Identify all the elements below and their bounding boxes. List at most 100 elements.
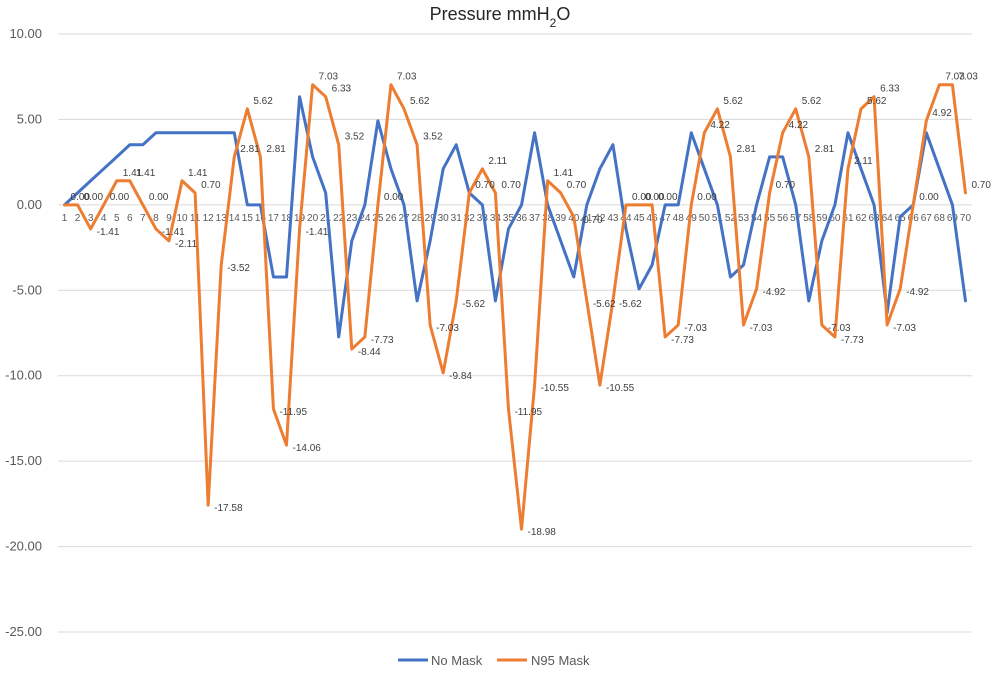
y-tick-label: 0.00: [17, 197, 42, 212]
data-label: 4.22: [710, 120, 730, 131]
data-label: -7.03: [750, 323, 773, 334]
x-tick-label: 24: [359, 213, 371, 224]
x-tick-label: 29: [425, 213, 437, 224]
data-label: 2.81: [240, 144, 260, 155]
data-label: 0.00: [384, 192, 404, 203]
x-tick-label: 36: [516, 213, 528, 224]
data-label: 0.00: [658, 192, 678, 203]
data-label: -4.92: [906, 287, 929, 298]
data-label: 3.52: [345, 132, 365, 143]
data-label: 2.11: [488, 156, 507, 167]
data-label: 4.92: [932, 108, 952, 119]
data-label: 0.00: [84, 192, 104, 203]
legend-label-n95-mask: N95 Mask: [531, 653, 590, 668]
x-tick-label: 42: [594, 213, 606, 224]
data-label: -0.70: [580, 215, 603, 226]
x-tick-label: 39: [555, 213, 567, 224]
x-tick-label: 27: [398, 213, 410, 224]
x-tick-label: 56: [777, 213, 789, 224]
series-line-n95-mask: [63, 83, 967, 531]
data-label: 2.81: [815, 144, 835, 155]
x-tick-label: 38: [542, 213, 554, 224]
x-tick-label: 64: [882, 213, 894, 224]
data-label: -11.95: [279, 407, 307, 418]
data-label: -10.55: [541, 383, 570, 394]
data-label: 7.03: [958, 72, 978, 83]
x-tick-label: 4: [101, 213, 107, 224]
x-tick-label: 2: [75, 213, 81, 224]
x-tick-label: 35: [503, 213, 515, 224]
data-label: 0.00: [697, 192, 717, 203]
data-label: 1.41: [188, 168, 208, 179]
data-label: -11.95: [514, 407, 542, 418]
data-label: -5.62: [593, 299, 616, 310]
data-label: 5.62: [867, 96, 887, 107]
data-label: 3.52: [423, 132, 443, 143]
x-tick-label: 69: [947, 213, 959, 224]
data-label: -2.11: [175, 239, 197, 250]
x-tick-label: 7: [140, 213, 146, 224]
data-label: -5.62: [462, 299, 485, 310]
x-tick-label: 41: [581, 213, 593, 224]
chart-title-main: Pressure mmH: [430, 4, 550, 24]
data-label: 1.41: [123, 168, 143, 179]
data-label: 7.03: [945, 72, 965, 83]
data-label: -1.41: [306, 227, 329, 238]
series-line-no-mask: [63, 95, 967, 339]
x-tick-label: 33: [477, 213, 489, 224]
data-label: -14.06: [293, 443, 322, 454]
data-label: 5.62: [253, 96, 273, 107]
data-labels: 0.000.00-1.410.001.411.410.00-1.41-2.111…: [71, 72, 992, 538]
legend-label-no-mask: No Mask: [431, 653, 483, 668]
data-label: 0.00: [149, 192, 169, 203]
x-tick-label: 1: [62, 213, 68, 224]
data-label: -4.92: [763, 287, 786, 298]
x-tick-label: 55: [764, 213, 776, 224]
x-tick-label: 52: [725, 213, 737, 224]
data-label: -8.44: [358, 347, 381, 358]
y-tick-label: -25.00: [5, 624, 42, 639]
data-label: -7.73: [671, 335, 694, 346]
data-label: 6.33: [332, 84, 352, 95]
data-label: -10.55: [606, 383, 635, 394]
x-tick-label: 26: [385, 213, 397, 224]
data-label: -1.41: [162, 227, 185, 238]
x-tick-label: 68: [934, 213, 946, 224]
x-tick-label: 25: [372, 213, 384, 224]
data-label: -7.73: [371, 335, 394, 346]
data-label: 0.70: [971, 180, 991, 191]
data-label: 0.00: [632, 192, 652, 203]
data-label: -1.41: [97, 227, 120, 238]
data-label: 0.00: [110, 192, 130, 203]
x-tick-label: 49: [686, 213, 698, 224]
chart-title-end: O: [556, 4, 570, 24]
data-label: 5.62: [723, 96, 743, 107]
data-label: -7.03: [893, 323, 916, 334]
data-label: 5.62: [802, 96, 822, 107]
x-tick-label: 6: [127, 213, 133, 224]
y-tick-label: -15.00: [5, 453, 42, 468]
data-label: -7.73: [841, 335, 864, 346]
y-tick-label: -20.00: [5, 539, 42, 554]
x-tick-label: 12: [203, 213, 215, 224]
x-tick-label: 20: [307, 213, 319, 224]
x-tick-label: 51: [712, 213, 724, 224]
legend: No Mask N95 Mask: [398, 653, 590, 668]
x-tick-label: 21: [320, 213, 332, 224]
data-label: 7.03: [319, 72, 339, 83]
x-tick-label: 37: [529, 213, 541, 224]
y-tick-label: 10.00: [9, 26, 42, 41]
data-label: 2.11: [854, 156, 873, 167]
x-tick-label: 62: [855, 213, 867, 224]
x-tick-label: 31: [451, 213, 463, 224]
x-tick-label: 5: [114, 213, 120, 224]
data-label: 0.70: [776, 180, 796, 191]
x-tick-label: 17: [268, 213, 280, 224]
x-tick-label: 32: [464, 213, 476, 224]
data-label: 6.33: [880, 84, 900, 95]
chart-title-subscript: 2: [550, 16, 557, 30]
y-tick-label: -5.00: [12, 282, 42, 297]
x-tick-label: 58: [803, 213, 815, 224]
data-label: -7.03: [684, 323, 707, 334]
